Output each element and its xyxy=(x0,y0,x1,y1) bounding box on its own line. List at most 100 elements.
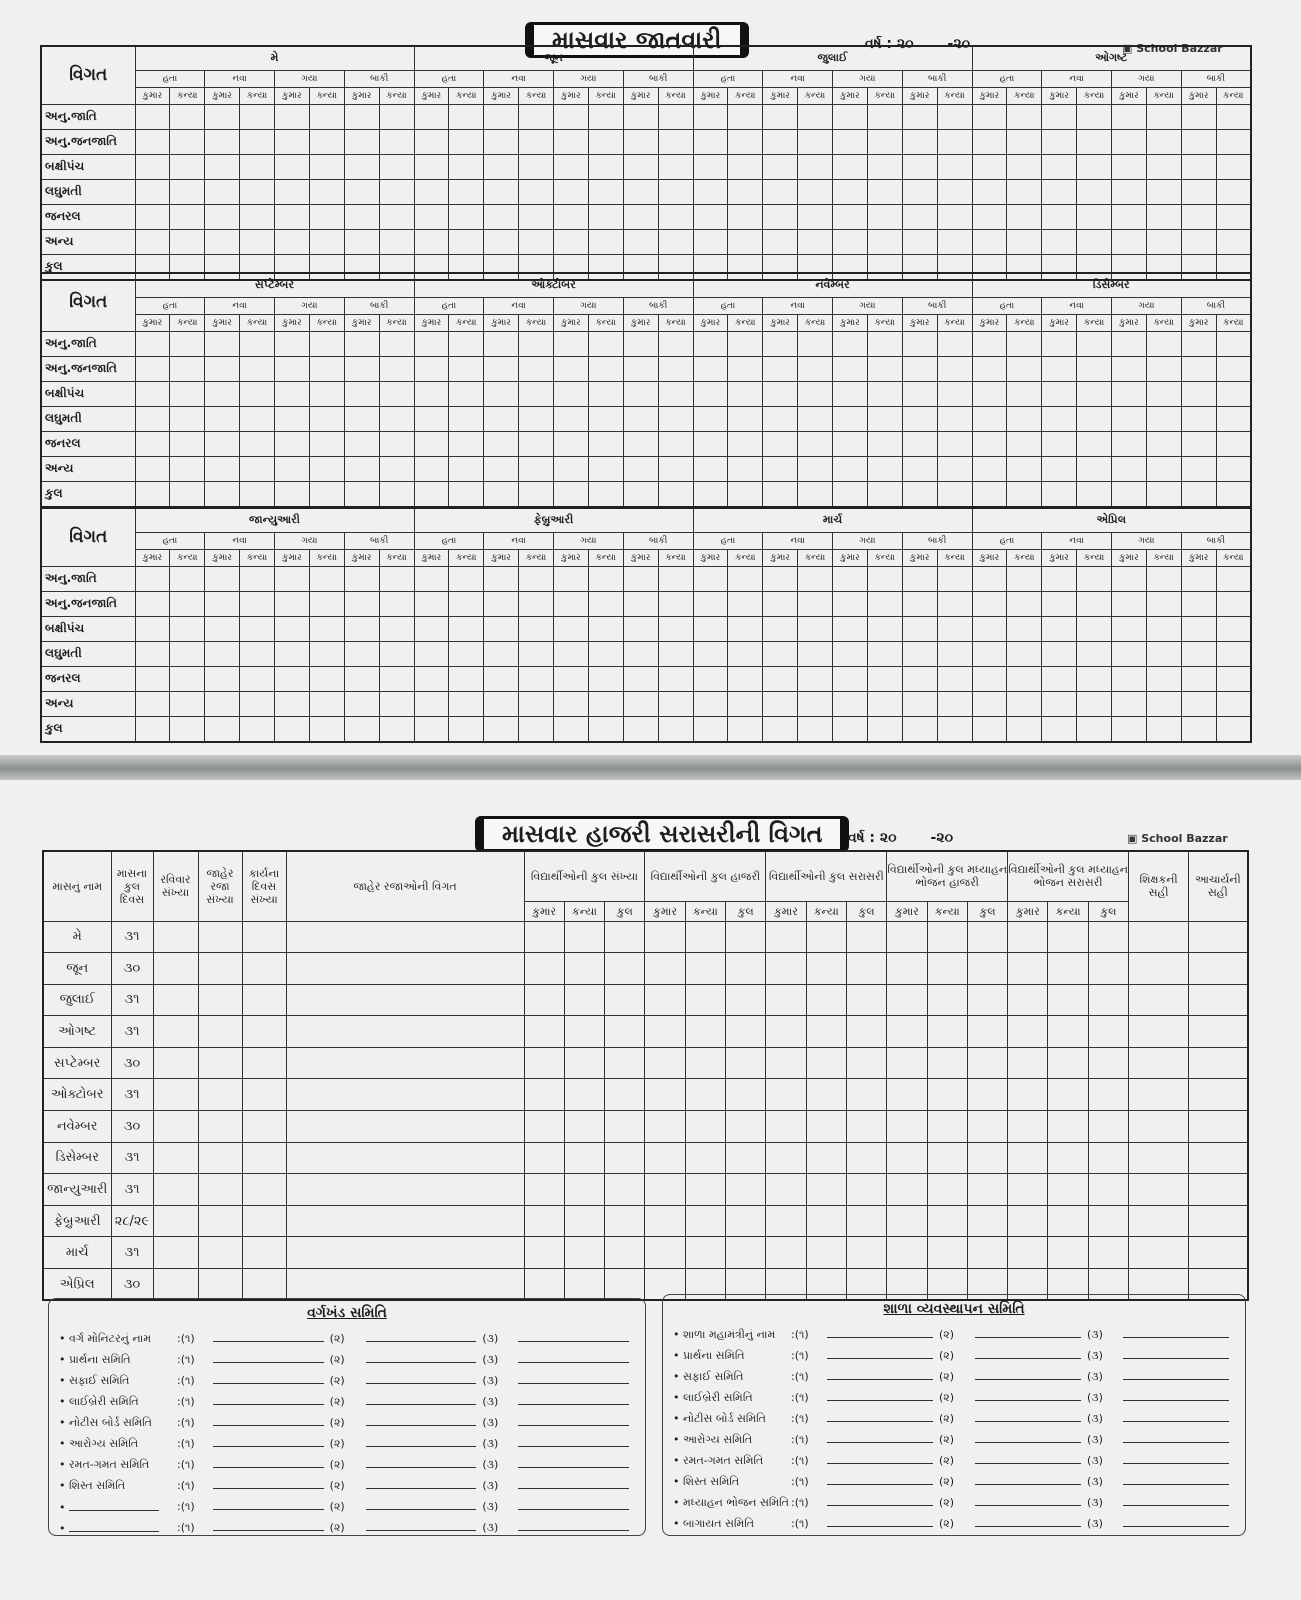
entry-cell[interactable] xyxy=(413,203,450,230)
entry-cell[interactable] xyxy=(936,455,973,482)
entry-cell[interactable] xyxy=(518,228,554,255)
entry-cell[interactable] xyxy=(1180,640,1217,667)
entry-cell[interactable] xyxy=(169,590,206,617)
entry-cell[interactable] xyxy=(483,405,520,432)
entry-cell[interactable] xyxy=(866,455,903,482)
entry-cell[interactable] xyxy=(765,952,807,985)
entry-cell[interactable] xyxy=(622,228,659,255)
entry-cell[interactable] xyxy=(692,103,729,130)
entry-cell[interactable] xyxy=(587,103,624,130)
entry-cell[interactable] xyxy=(239,380,275,407)
entry-cell[interactable] xyxy=(308,228,345,255)
entry-cell[interactable] xyxy=(657,480,694,508)
entry-cell[interactable] xyxy=(604,1046,646,1080)
entry-cell[interactable] xyxy=(413,665,450,692)
entry-cell[interactable] xyxy=(285,1110,525,1143)
entry-cell[interactable] xyxy=(971,690,1008,717)
entry-cell[interactable] xyxy=(604,1110,646,1143)
name-line[interactable] xyxy=(975,1526,1081,1527)
entry-cell[interactable] xyxy=(805,983,847,1017)
entry-cell[interactable] xyxy=(845,920,888,954)
entry-cell[interactable] xyxy=(886,1236,928,1270)
entry-cell[interactable] xyxy=(727,565,764,592)
entry-cell[interactable] xyxy=(725,1110,767,1143)
entry-cell[interactable] xyxy=(1076,228,1112,255)
entry-cell[interactable] xyxy=(684,1204,727,1238)
entry-cell[interactable] xyxy=(966,1141,1009,1175)
entry-cell[interactable] xyxy=(241,1015,287,1048)
name-line[interactable] xyxy=(827,1379,933,1380)
entry-cell[interactable] xyxy=(169,430,206,457)
entry-cell[interactable] xyxy=(308,480,345,508)
entry-cell[interactable] xyxy=(448,153,485,180)
name-line[interactable] xyxy=(365,1530,477,1531)
entry-cell[interactable] xyxy=(684,952,727,985)
entry-cell[interactable] xyxy=(1087,920,1130,954)
entry-cell[interactable] xyxy=(1145,615,1182,642)
entry-cell[interactable] xyxy=(926,983,968,1017)
entry-cell[interactable] xyxy=(239,640,275,667)
entry-cell[interactable] xyxy=(1180,355,1217,382)
entry-cell[interactable] xyxy=(378,128,415,155)
entry-cell[interactable] xyxy=(1111,455,1147,482)
entry-cell[interactable] xyxy=(971,178,1008,205)
entry-cell[interactable] xyxy=(274,380,310,407)
entry-cell[interactable] xyxy=(657,640,694,667)
entry-cell[interactable] xyxy=(657,355,694,382)
entry-cell[interactable] xyxy=(553,103,589,130)
entry-cell[interactable] xyxy=(1111,203,1147,230)
entry-cell[interactable] xyxy=(1180,228,1217,255)
entry-cell[interactable] xyxy=(563,1236,606,1270)
entry-cell[interactable] xyxy=(1041,153,1078,180)
entry-cell[interactable] xyxy=(1087,1046,1130,1080)
entry-cell[interactable] xyxy=(901,565,938,592)
entry-cell[interactable] xyxy=(644,1015,686,1048)
entry-cell[interactable] xyxy=(518,405,554,432)
entry-cell[interactable] xyxy=(604,1141,646,1175)
entry-cell[interactable] xyxy=(308,405,345,432)
entry-cell[interactable] xyxy=(1215,455,1252,482)
entry-cell[interactable] xyxy=(1180,565,1217,592)
entry-cell[interactable] xyxy=(483,228,520,255)
entry-cell[interactable] xyxy=(239,103,275,130)
entry-cell[interactable] xyxy=(1006,228,1043,255)
entry-cell[interactable] xyxy=(152,1110,199,1143)
entry-cell[interactable] xyxy=(1111,665,1147,692)
entry-cell[interactable] xyxy=(762,178,799,205)
entry-cell[interactable] xyxy=(1076,640,1112,667)
entry-cell[interactable] xyxy=(765,1236,807,1270)
entry-cell[interactable] xyxy=(1047,952,1089,985)
entry-cell[interactable] xyxy=(239,480,275,508)
name-line[interactable] xyxy=(975,1484,1081,1485)
entry-cell[interactable] xyxy=(936,330,973,357)
entry-cell[interactable] xyxy=(587,355,624,382)
entry-cell[interactable] xyxy=(134,665,171,692)
entry-cell[interactable] xyxy=(1128,1236,1190,1270)
entry-cell[interactable] xyxy=(448,565,485,592)
entry-cell[interactable] xyxy=(805,1268,847,1301)
entry-cell[interactable] xyxy=(587,153,624,180)
entry-cell[interactable] xyxy=(725,1268,767,1301)
entry-cell[interactable] xyxy=(762,128,799,155)
entry-cell[interactable] xyxy=(587,640,624,667)
entry-cell[interactable] xyxy=(692,455,729,482)
entry-cell[interactable] xyxy=(1087,952,1130,985)
entry-cell[interactable] xyxy=(1076,615,1112,642)
entry-cell[interactable] xyxy=(523,952,565,985)
entry-cell[interactable] xyxy=(832,380,868,407)
entry-cell[interactable] xyxy=(901,615,938,642)
entry-cell[interactable] xyxy=(197,1078,243,1112)
entry-cell[interactable] xyxy=(587,228,624,255)
name-line[interactable] xyxy=(1123,1421,1229,1422)
name-line[interactable] xyxy=(518,1488,630,1489)
entry-cell[interactable] xyxy=(134,590,171,617)
entry-cell[interactable] xyxy=(966,1078,1009,1112)
entry-cell[interactable] xyxy=(725,1078,767,1112)
entry-cell[interactable] xyxy=(1076,480,1112,508)
entry-cell[interactable] xyxy=(805,920,847,954)
name-line[interactable] xyxy=(365,1467,477,1468)
entry-cell[interactable] xyxy=(1087,1110,1130,1143)
entry-cell[interactable] xyxy=(725,1236,767,1270)
entry-cell[interactable] xyxy=(866,565,903,592)
entry-cell[interactable] xyxy=(343,640,380,667)
